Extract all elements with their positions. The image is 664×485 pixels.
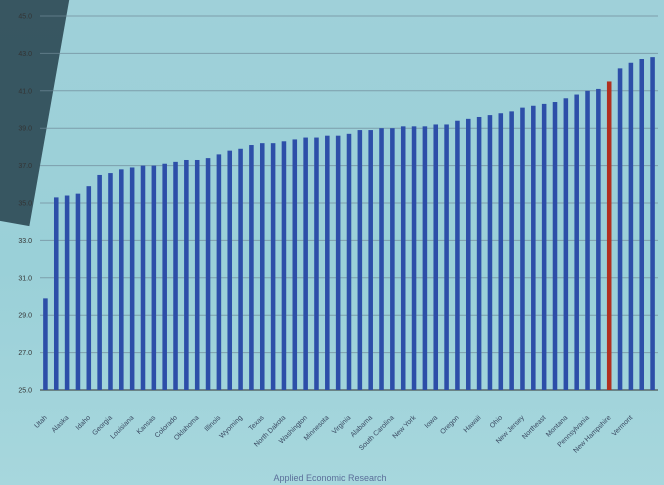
x-category-label: Louisiana	[109, 414, 135, 440]
x-category-label: Northeast	[521, 414, 547, 440]
x-category-label: Oregon	[439, 414, 461, 436]
bar	[303, 137, 308, 390]
bar	[335, 135, 341, 390]
bar	[314, 137, 319, 390]
bar	[151, 165, 157, 390]
bar	[606, 81, 612, 390]
bar	[390, 128, 395, 390]
bar	[270, 143, 276, 390]
bar	[216, 154, 222, 390]
bar	[108, 173, 113, 390]
bar	[194, 159, 200, 390]
y-tick-label: 45.0	[18, 14, 32, 21]
bar	[498, 113, 504, 391]
x-category-label: Vermont	[611, 414, 634, 437]
bar	[520, 107, 525, 390]
bar	[563, 98, 569, 390]
bar	[43, 298, 48, 390]
y-tick-label: 39.0	[18, 126, 32, 133]
x-category-label: Kansas	[136, 414, 158, 436]
bar	[455, 120, 460, 390]
y-axis-ticks: 25.0 27.0 29.0 31.0 33.0 35.0 37.0 39.0 41.0 43.0…	[18, 14, 32, 395]
x-category-label: Texas	[248, 414, 266, 432]
y-tick-label: 31.0	[18, 275, 32, 282]
y-tick-label: 43.0	[18, 51, 32, 58]
bar	[574, 94, 579, 390]
x-category-label: Virginia	[331, 414, 352, 435]
bar	[628, 62, 634, 390]
x-category-label: Ohio	[489, 414, 504, 429]
y-tick-label: 25.0	[18, 388, 32, 395]
y-tick-label: 35.0	[18, 201, 32, 208]
bar	[368, 130, 373, 390]
x-category-label: Hawaii	[463, 414, 483, 434]
bar	[400, 126, 406, 390]
bar	[205, 158, 211, 390]
bar	[639, 59, 645, 390]
x-category-label: Alaska	[51, 414, 71, 434]
y-tick-label: 33.0	[18, 238, 32, 245]
y-tick-label: 27.0	[18, 350, 32, 357]
bar	[325, 135, 330, 390]
bar	[509, 111, 514, 391]
bar	[281, 141, 287, 390]
bar	[119, 169, 124, 390]
bar	[585, 90, 590, 391]
x-category-label: Illinois	[204, 414, 223, 433]
footer-text: Applied Economic Research	[273, 473, 386, 483]
bar	[650, 57, 655, 390]
x-category-label: New Hampshire	[572, 414, 612, 454]
bar	[75, 193, 81, 390]
bar	[238, 148, 243, 390]
bar	[531, 105, 536, 390]
bar	[97, 174, 102, 390]
bar	[140, 165, 146, 390]
bar	[173, 161, 178, 390]
bar	[357, 130, 363, 390]
bar	[411, 126, 417, 390]
bar	[259, 143, 265, 390]
bar	[292, 139, 298, 390]
x-category-label: New York	[392, 414, 418, 440]
bar	[249, 145, 254, 390]
bar	[433, 124, 439, 391]
bar	[617, 68, 623, 391]
bar	[422, 126, 428, 390]
bar	[379, 128, 384, 390]
bar	[487, 115, 493, 391]
bar	[227, 150, 233, 390]
bar	[129, 167, 135, 390]
bar	[86, 186, 92, 390]
bar	[552, 102, 558, 391]
bar	[476, 116, 482, 390]
bar	[541, 103, 547, 390]
x-category-label: Wyoming	[218, 414, 244, 440]
y-tick-label: 41.0	[18, 88, 32, 95]
y-tick-label: 29.0	[18, 313, 32, 320]
bar	[162, 163, 167, 390]
bar	[64, 195, 70, 390]
x-category-label: Idaho	[75, 414, 92, 431]
y-tick-label: 37.0	[18, 163, 32, 170]
bar	[596, 88, 601, 391]
bar	[346, 133, 352, 390]
x-category-label: Iowa	[424, 414, 439, 429]
bar	[184, 159, 189, 390]
bar	[465, 118, 471, 390]
bar	[53, 197, 59, 390]
x-category-label: Utah	[33, 414, 48, 429]
bars	[43, 57, 655, 391]
bar	[444, 124, 449, 391]
